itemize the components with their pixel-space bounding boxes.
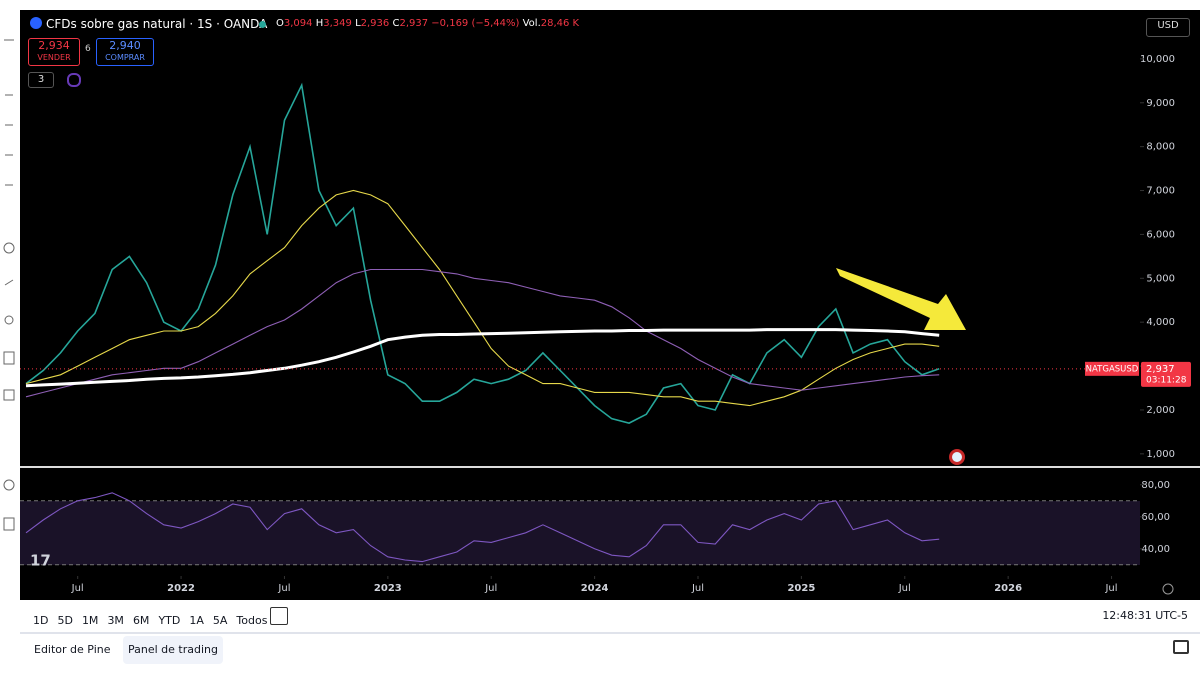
date-range-icon[interactable]	[270, 607, 288, 625]
timeframe-button[interactable]: Todos	[236, 614, 268, 627]
buy-price: 2,940	[109, 39, 141, 52]
series-line	[25, 189, 940, 407]
x-tick-label: Jul	[484, 583, 497, 594]
divider	[20, 632, 1200, 634]
logo: 𝟭𝟳	[30, 552, 51, 570]
sell-price: 2,934	[38, 39, 70, 52]
timeframe-bar: 1D 5D 1M 3M 6M YTD 1A 5A Todos	[33, 609, 276, 628]
x-tick-label: Jul	[898, 583, 911, 594]
ohlc-value: 2,937	[399, 18, 429, 29]
timeframe-button[interactable]: 1M	[81, 614, 99, 627]
rsi-band	[20, 501, 1140, 565]
x-tick-label: Jul	[691, 583, 704, 594]
market-status	[259, 21, 266, 28]
timeframe-button[interactable]: 5A	[212, 614, 228, 627]
ohlc-value: 3,094	[283, 18, 313, 29]
timeframe-button[interactable]: 6M	[132, 614, 150, 627]
ohlc-value: 2,936	[360, 18, 390, 29]
clock: 12:48:31 UTC-5	[1102, 609, 1188, 622]
series-line	[25, 492, 940, 563]
indicators-toggle[interactable]: 3	[28, 72, 54, 88]
x-tick-label: 2026	[994, 583, 1022, 594]
y-tick-label: 4,000	[1146, 317, 1175, 328]
timeframe-button[interactable]: 1D	[33, 614, 49, 627]
sell-button[interactable]: 2,934 VENDER	[28, 38, 80, 66]
x-tick-label: Jul	[277, 583, 290, 594]
event-icon-flag	[952, 452, 962, 462]
y-tick-label: 40,00	[1141, 544, 1170, 555]
spread: 6	[85, 44, 91, 54]
settings-icon[interactable]	[1162, 583, 1174, 595]
y-tick-label: 7,000	[1146, 186, 1175, 197]
buy-label: COMPRAR	[105, 53, 145, 62]
buy-button[interactable]: 2,940 COMPRAR	[96, 38, 154, 66]
price-tag-value: 2,937	[1146, 364, 1175, 375]
timeframe-button[interactable]: 3M	[107, 614, 124, 627]
tab-active[interactable]: Panel de trading	[123, 636, 223, 664]
symbol-tag	[1085, 361, 1139, 376]
x-tick-label: Jul	[71, 583, 84, 594]
y-tick-label: 10,000	[1140, 54, 1175, 65]
timeframe-button[interactable]: YTD	[158, 614, 181, 627]
symbol-tag-label: NATGASUSD	[1086, 364, 1139, 374]
ohlc-label: L	[355, 18, 361, 29]
price-tag	[1141, 361, 1191, 387]
ohlc: O3,094 H3,349 L2,936 C2,937 −0,169 (−5,4…	[276, 18, 579, 29]
ohlc-label: H	[315, 18, 324, 29]
loading-icon	[67, 73, 81, 87]
series-line	[25, 328, 940, 388]
ohlc-label: C	[392, 18, 400, 29]
volume-label: Vol.	[522, 18, 541, 29]
y-tick-label: 9,000	[1146, 98, 1175, 109]
y-tick-label: 80,00	[1141, 480, 1170, 491]
chart: 𝟭𝟳 1,0002,0003,0004,0005,0006,0007,0008,…	[3, 10, 1200, 600]
y-tick-label: 5,000	[1146, 273, 1175, 284]
rsi-pane	[20, 492, 1140, 566]
price-pane	[20, 82, 1140, 424]
y-tick-label: 60,00	[1141, 512, 1170, 523]
tab[interactable]: Editor de Pine	[34, 643, 111, 656]
series-line	[25, 268, 940, 398]
series-line	[25, 82, 940, 424]
ohlc-value: 3,349	[323, 18, 352, 29]
sell-label: VENDER	[37, 53, 71, 62]
y-tick-label: 8,000	[1146, 142, 1175, 153]
change: −0,169 (−5,44%)	[431, 18, 520, 29]
volume-value: 28,46 K	[540, 18, 580, 29]
y-tick-label: 1,000	[1146, 449, 1175, 460]
x-tick-label: 2024	[581, 583, 609, 594]
symbol-title[interactable]: CFDs sobre gas natural · 1S · OANDA	[46, 17, 268, 31]
y-tick-label: 6,000	[1146, 229, 1175, 240]
left-toolbar	[3, 39, 15, 531]
ohlc-label: O	[276, 18, 284, 29]
price-tag-countdown: 03:11:28	[1146, 375, 1187, 385]
annotation-arrow	[836, 268, 966, 330]
indicators-count: 3	[37, 74, 45, 85]
x-tick-label: 2022	[167, 583, 195, 594]
symbol-icon	[30, 17, 42, 29]
x-tick-label: Jul	[1104, 583, 1117, 594]
y-tick-label: 2,000	[1146, 405, 1175, 416]
timeframe-button[interactable]: 1A	[189, 614, 204, 627]
x-tick-label: 2023	[374, 583, 402, 594]
x-tick-label: 2025	[787, 583, 815, 594]
maximize-icon[interactable]	[1173, 640, 1189, 654]
currency[interactable]: USD	[1146, 18, 1190, 37]
timeframe-button[interactable]: 5D	[57, 614, 73, 627]
